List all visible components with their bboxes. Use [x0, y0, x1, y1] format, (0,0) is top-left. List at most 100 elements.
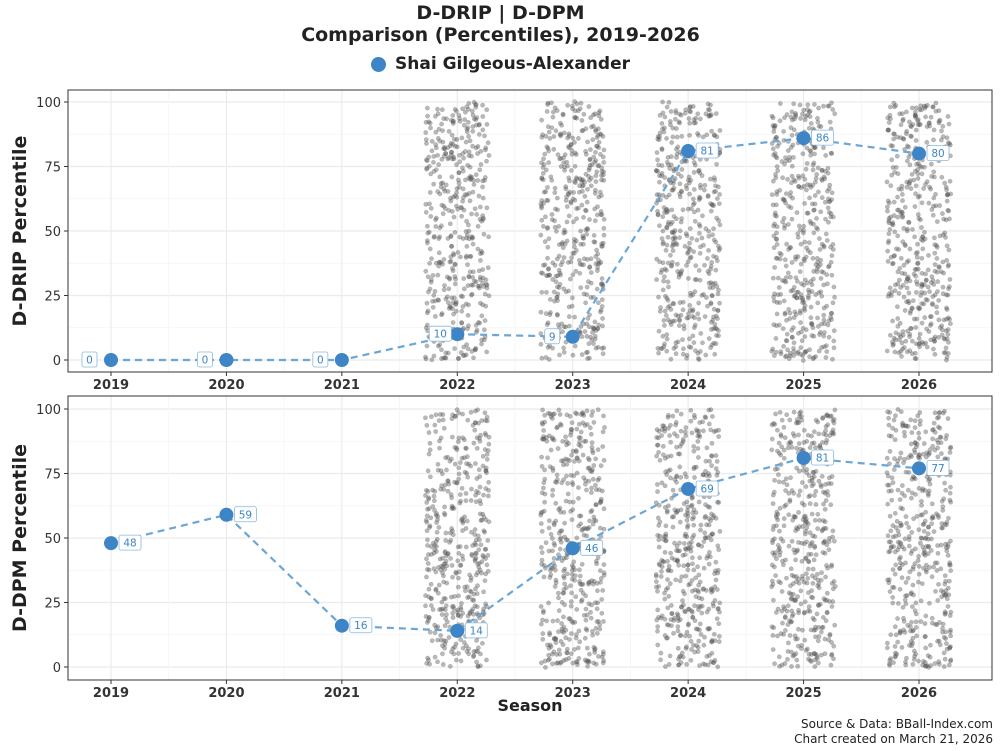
background-point — [689, 555, 695, 561]
background-point — [906, 144, 911, 150]
background-point — [886, 231, 892, 237]
background-point — [714, 283, 720, 289]
data-label: 0 — [312, 351, 329, 368]
background-point — [486, 234, 491, 240]
background-point — [804, 112, 810, 118]
background-point — [597, 261, 602, 266]
background-point — [539, 117, 545, 123]
background-point — [913, 127, 919, 133]
background-point — [913, 105, 919, 111]
background-point — [887, 448, 893, 454]
background-point — [684, 352, 690, 358]
background-point — [892, 437, 898, 443]
background-point — [672, 557, 678, 563]
background-point — [915, 176, 921, 181]
background-point — [713, 239, 719, 245]
background-point — [777, 187, 783, 193]
background-point — [433, 217, 438, 223]
background-point — [656, 328, 662, 334]
background-point — [899, 544, 905, 550]
background-point — [569, 590, 575, 596]
background-point — [434, 549, 439, 554]
background-point — [893, 246, 899, 252]
background-point — [576, 656, 582, 661]
background-point — [478, 651, 483, 657]
background-point — [805, 432, 811, 438]
background-point — [782, 615, 788, 621]
background-point — [465, 326, 470, 332]
background-point — [706, 113, 712, 119]
background-point — [897, 560, 903, 566]
background-point — [683, 425, 689, 431]
background-point — [552, 563, 558, 569]
background-point — [457, 492, 463, 498]
background-point — [771, 564, 777, 570]
background-point — [549, 536, 555, 541]
background-point — [596, 322, 602, 328]
background-point — [564, 194, 569, 200]
background-point — [580, 526, 586, 532]
background-point — [915, 413, 921, 419]
background-point — [912, 450, 918, 455]
background-point — [430, 304, 436, 310]
background-point — [885, 127, 891, 133]
background-point — [593, 502, 599, 508]
background-point — [914, 290, 919, 295]
background-point — [665, 454, 671, 460]
background-point — [474, 659, 479, 665]
background-point — [794, 210, 800, 216]
data-label-text: 69 — [700, 483, 713, 495]
background-point — [895, 194, 900, 200]
background-point — [684, 661, 690, 667]
background-point — [894, 153, 900, 159]
background-point — [428, 125, 433, 131]
background-point — [802, 610, 807, 616]
background-point — [590, 137, 596, 143]
background-point — [572, 314, 577, 320]
background-point — [695, 564, 701, 570]
background-point — [576, 257, 582, 263]
background-point — [566, 131, 572, 137]
background-point — [579, 183, 585, 189]
background-point — [941, 664, 947, 669]
background-point — [469, 235, 475, 241]
background-point — [553, 636, 559, 641]
background-point — [591, 463, 597, 468]
background-point — [674, 408, 680, 414]
background-point — [789, 216, 795, 222]
background-point — [580, 183, 586, 188]
background-point — [939, 174, 945, 180]
background-point — [443, 151, 448, 157]
background-point — [815, 189, 821, 195]
background-point — [544, 322, 550, 327]
background-point — [588, 295, 594, 300]
background-point — [546, 525, 552, 531]
background-point — [437, 138, 443, 144]
background-point — [461, 195, 466, 200]
background-point — [773, 609, 779, 615]
background-point — [589, 162, 595, 168]
background-point — [480, 280, 485, 286]
background-point — [942, 180, 948, 186]
background-point — [442, 283, 447, 288]
background-point — [601, 216, 607, 222]
background-point — [444, 467, 449, 473]
background-point — [926, 543, 932, 549]
background-point — [772, 477, 777, 483]
background-point — [595, 163, 601, 169]
background-point — [469, 291, 475, 297]
background-point — [899, 483, 905, 488]
background-point — [816, 236, 822, 241]
background-point — [793, 557, 799, 563]
background-point — [450, 320, 456, 325]
background-point — [945, 263, 951, 269]
background-point — [710, 414, 715, 419]
background-point — [460, 186, 466, 192]
background-point — [665, 317, 671, 323]
background-point — [942, 581, 948, 587]
background-point — [432, 314, 438, 319]
background-point — [546, 160, 552, 165]
background-point — [570, 135, 576, 141]
background-point — [705, 269, 711, 274]
background-point — [444, 294, 450, 300]
